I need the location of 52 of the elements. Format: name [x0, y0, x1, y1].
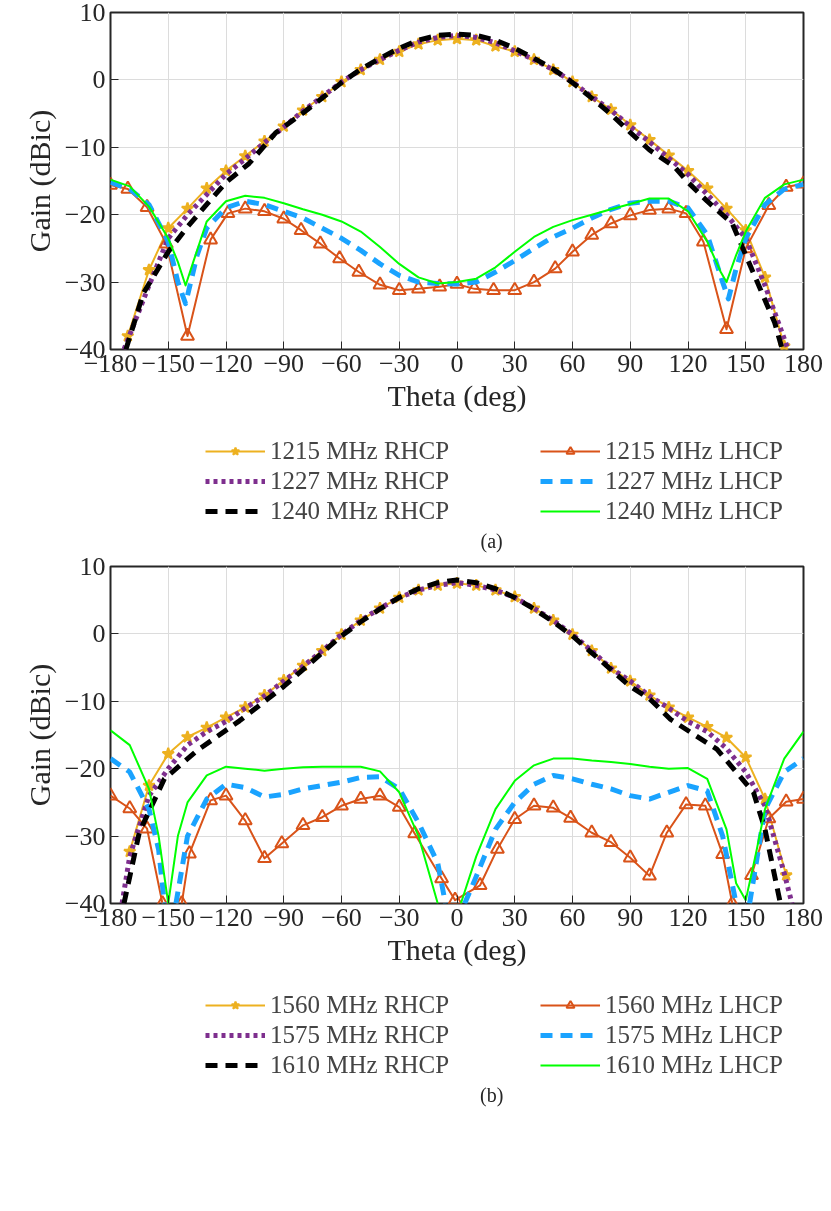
x-tick-label: 180 [784, 902, 823, 932]
x-tick-label: −90 [263, 902, 305, 932]
legend-label: 1575 MHz LHCP [605, 1020, 784, 1050]
x-tick-label: 0 [450, 348, 464, 378]
legend-label: 1215 MHz RHCP [270, 436, 451, 466]
x-tick-label: 60 [559, 348, 586, 378]
y-tick-label: −10 [64, 132, 106, 162]
x-tick-label: −30 [378, 348, 420, 378]
y-tick-label: −20 [64, 754, 106, 784]
legend-label: 1215 MHz LHCP [605, 436, 784, 466]
x-tick-label: 150 [726, 902, 766, 932]
x-tick-label: −120 [199, 902, 253, 932]
legend-label: 1240 MHz LHCP [605, 496, 784, 526]
x-tick-label: −30 [378, 902, 420, 932]
x-axis-title: Theta (deg) [387, 378, 527, 413]
x-tick-label: −60 [321, 348, 362, 378]
legend-label: 1575 MHz RHCP [270, 1020, 451, 1050]
x-tick-label: 0 [450, 902, 464, 932]
x-tick-label: 90 [617, 348, 644, 378]
legend-label: 1227 MHz LHCP [605, 466, 784, 496]
x-tick-label: −90 [263, 348, 305, 378]
y-tick-label: 0 [92, 65, 106, 95]
legend-label: 1560 MHz RHCP [270, 990, 451, 1020]
y-tick-label: 0 [92, 619, 106, 649]
x-tick-label: −120 [199, 348, 253, 378]
legend-label: 1240 MHz RHCP [270, 496, 451, 526]
y-axis-title: Gain (dBic) [22, 663, 57, 807]
legend-label: 1560 MHz LHCP [605, 990, 784, 1020]
x-tick-label: −150 [141, 902, 196, 932]
legend-label: 1227 MHz RHCP [270, 466, 451, 496]
x-tick-label: 60 [559, 902, 586, 932]
y-tick-label: 10 [79, 552, 106, 581]
legend-label: 1610 MHz LHCP [605, 1050, 784, 1080]
x-tick-label: 150 [726, 348, 766, 378]
x-tick-label: 120 [668, 348, 708, 378]
y-tick-label: −30 [64, 821, 106, 851]
x-tick-label: −150 [141, 348, 196, 378]
legend-label: 1610 MHz RHCP [270, 1050, 451, 1080]
x-tick-label: 30 [501, 902, 528, 932]
y-axis-title: Gain (dBic) [22, 109, 57, 253]
y-tick-label: 10 [79, 0, 106, 27]
x-tick-label: 120 [668, 902, 708, 932]
x-tick-label: 90 [617, 902, 644, 932]
y-tick-label: −10 [64, 686, 106, 716]
text: (b) [479, 1083, 504, 1107]
text: (a) [480, 529, 503, 553]
x-tick-label: 30 [501, 348, 528, 378]
x-axis-title: Theta (deg) [387, 932, 527, 967]
y-tick-label: −30 [64, 267, 106, 297]
x-tick-label: −60 [321, 902, 362, 932]
y-tick-label: −20 [64, 200, 106, 230]
x-tick-label: 180 [784, 348, 823, 378]
